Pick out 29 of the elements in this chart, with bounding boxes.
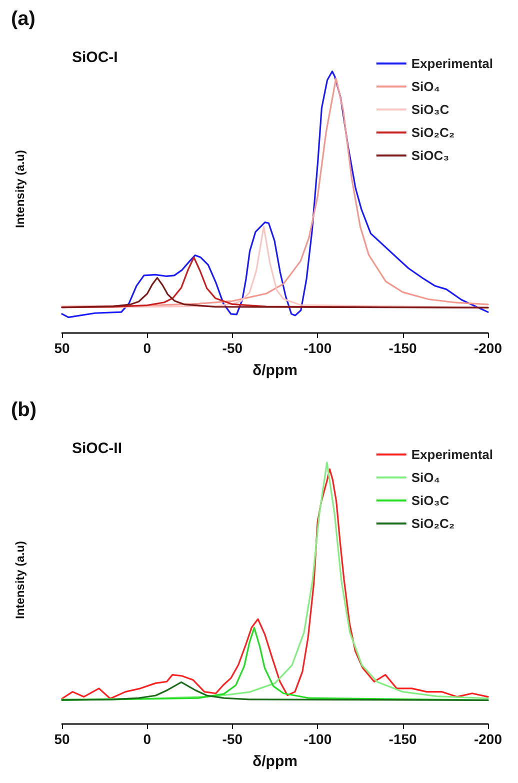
chart-title: (a) [11, 8, 36, 30]
text: SiOC-I [72, 49, 118, 66]
legend-label: Experimental [411, 447, 494, 462]
x-tick-label: -50 [222, 340, 243, 356]
y-axis-title: Intensity (a.u) [13, 150, 27, 228]
x-tick-label: -50 [222, 731, 243, 747]
legend-label: SiO₂C₂ [411, 125, 455, 140]
x-axis-title: δ/ppm [252, 753, 298, 770]
x-tick-label: 50 [54, 340, 70, 356]
x-tick-label: -200 [474, 340, 502, 356]
x-tick-label: 50 [54, 731, 70, 747]
legend-label: SiOC₃ [411, 148, 450, 163]
x-tick-label: -100 [304, 731, 332, 747]
x-tick-label: -150 [388, 340, 418, 356]
chart-title: (b) [11, 399, 37, 421]
legend-label: SiO₄ [411, 79, 440, 94]
text: SiOC-II [72, 440, 122, 457]
x-tick-label: -200 [474, 731, 502, 747]
y-axis-title: Intensity (a.u) [13, 540, 27, 620]
legend-label: SiO₄ [411, 470, 440, 485]
x-tick-label: -100 [304, 340, 332, 356]
x-tick-label: 0 [143, 731, 152, 747]
legend-label: SiO₃C [411, 102, 450, 117]
x-axis-title: δ/ppm [252, 362, 298, 379]
legend-label: Experimental [411, 56, 494, 71]
x-tick-label: -150 [388, 731, 418, 747]
x-tick-label: 0 [143, 340, 152, 356]
legend-label: SiO₂C₂ [411, 516, 455, 531]
legend-label: SiO₃C [411, 493, 450, 508]
